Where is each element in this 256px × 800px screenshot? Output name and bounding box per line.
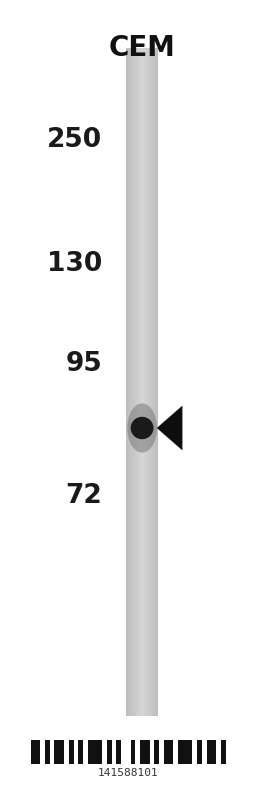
Bar <box>126 48 158 716</box>
Bar <box>78 740 83 764</box>
Text: 130: 130 <box>47 251 102 277</box>
Bar <box>69 740 73 764</box>
Ellipse shape <box>127 403 157 453</box>
Bar <box>148 48 150 716</box>
Text: 141588101: 141588101 <box>98 768 158 778</box>
Bar <box>107 740 112 764</box>
Text: 72: 72 <box>66 483 102 509</box>
Bar <box>116 740 121 764</box>
Bar <box>130 48 131 716</box>
Bar <box>144 48 145 716</box>
Text: 250: 250 <box>47 127 102 153</box>
Bar <box>178 740 192 764</box>
Bar <box>221 740 226 764</box>
Bar <box>31 740 40 764</box>
Bar <box>142 48 143 716</box>
Text: CEM: CEM <box>109 34 176 62</box>
Bar <box>126 48 127 716</box>
Polygon shape <box>157 406 182 450</box>
Bar <box>128 48 129 716</box>
Bar <box>131 740 135 764</box>
Bar <box>152 48 153 716</box>
Bar <box>127 48 128 716</box>
Bar <box>55 740 64 764</box>
Bar <box>137 48 138 716</box>
Text: 95: 95 <box>66 351 102 377</box>
Bar <box>143 48 144 716</box>
Bar <box>141 48 142 716</box>
Ellipse shape <box>131 417 154 439</box>
Bar <box>129 48 130 716</box>
Bar <box>151 48 152 716</box>
Bar <box>131 48 133 716</box>
Bar <box>140 48 141 716</box>
Bar <box>156 48 157 716</box>
Bar <box>153 48 154 716</box>
Bar <box>145 48 146 716</box>
Bar <box>134 48 135 716</box>
Bar <box>138 48 139 716</box>
Bar <box>140 740 150 764</box>
Bar <box>150 48 151 716</box>
Bar <box>154 48 155 716</box>
Bar <box>133 48 134 716</box>
Bar <box>157 48 158 716</box>
Bar <box>139 48 140 716</box>
Bar <box>45 740 50 764</box>
Bar <box>207 740 216 764</box>
Bar <box>197 740 202 764</box>
Bar <box>146 48 147 716</box>
Bar <box>155 48 156 716</box>
Bar <box>164 740 173 764</box>
Bar <box>136 48 137 716</box>
Bar <box>88 740 102 764</box>
Bar <box>147 48 148 716</box>
Bar <box>154 740 159 764</box>
Bar <box>135 48 136 716</box>
